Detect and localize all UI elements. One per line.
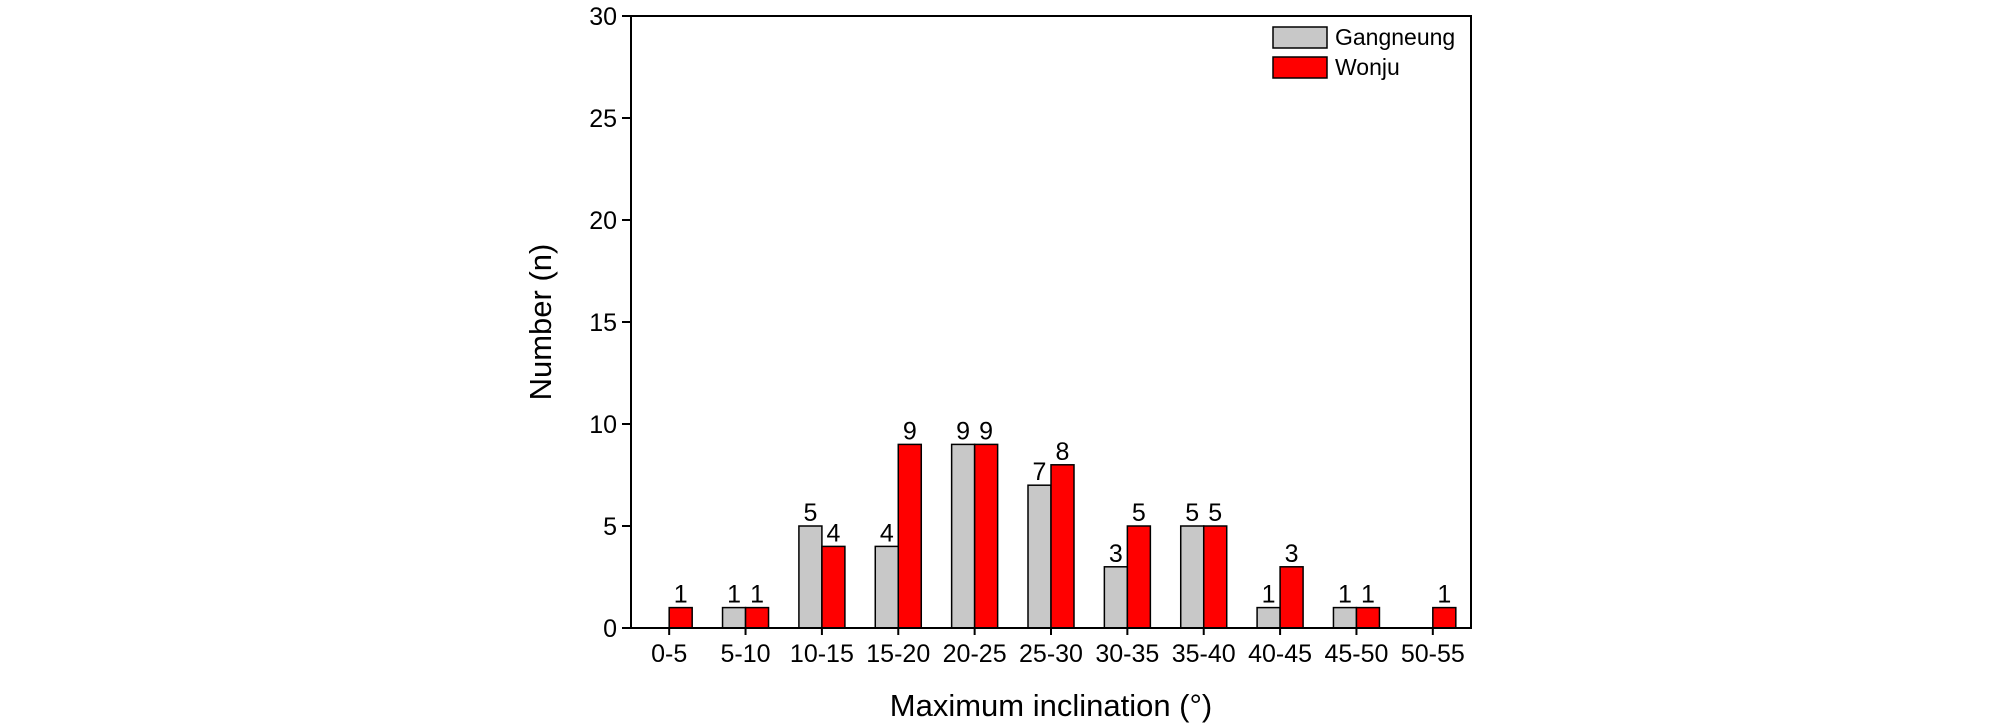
bar-gangneung-30-35	[1103, 566, 1129, 629]
bar-wonju-30-35	[1126, 525, 1152, 629]
data-label-gangneung-20-25: 9	[956, 417, 970, 445]
y-tick-label-25: 25	[589, 105, 617, 133]
data-label-gangneung-25-30: 7	[1033, 458, 1047, 486]
data-label-wonju-5-10: 1	[750, 581, 764, 609]
data-label-wonju-10-15: 4	[826, 519, 840, 547]
bar-wonju-45-50	[1355, 606, 1381, 629]
bar-wonju-50-55	[1432, 606, 1457, 629]
x-tick-label-50-55: 50-55	[1401, 640, 1465, 668]
x-tick-label-25-30: 25-30	[1019, 640, 1083, 668]
x-tick-label-0-5: 0-5	[651, 640, 687, 668]
bar-gangneung-25-30	[1027, 484, 1052, 629]
x-axis-title: Maximum inclination (°)	[890, 688, 1212, 723]
x-tick-label-40-45: 40-45	[1248, 640, 1312, 668]
x-tick-label-45-50: 45-50	[1324, 640, 1388, 668]
bar-gangneung-40-45	[1256, 606, 1281, 629]
bar-gangneung-35-40	[1179, 525, 1205, 629]
x-tick-label-35-40: 35-40	[1172, 640, 1236, 668]
y-tick-label-30: 30	[589, 3, 617, 31]
bar-gangneung-20-25	[950, 443, 976, 629]
x-tick-label-20-25: 20-25	[943, 640, 1007, 668]
data-label-gangneung-10-15: 5	[803, 499, 817, 527]
data-label-gangneung-30-35: 3	[1109, 540, 1123, 568]
y-axis-title: Number (n)	[523, 244, 558, 401]
bar-wonju-15-20	[897, 443, 923, 629]
y-tick-label-5: 5	[603, 513, 617, 541]
x-tick-label-10-15: 10-15	[790, 640, 854, 668]
bars-layer	[668, 443, 1457, 629]
x-tick-label-5-10: 5-10	[721, 640, 771, 668]
ticks-layer: 0-5 5-10 10-15 15-20 20-25 25-30 30-35 35-40 40-…	[589, 3, 1465, 668]
data-label-gangneung-40-45: 1	[1262, 581, 1276, 609]
legend-swatch-gangneung	[1272, 26, 1328, 49]
x-tick-label-30-35: 30-35	[1095, 640, 1159, 668]
y-tick-label-20: 20	[589, 207, 617, 235]
bar-wonju-35-40	[1202, 525, 1228, 629]
legend-swatch-wonju	[1272, 56, 1328, 79]
x-tick-label-15-20: 15-20	[866, 640, 930, 668]
bar-gangneung-15-20	[874, 545, 900, 629]
data-label-wonju-25-30: 8	[1056, 438, 1070, 466]
data-label-gangneung-15-20: 4	[880, 519, 894, 547]
bar-wonju-10-15	[821, 545, 846, 629]
bar-wonju-5-10	[744, 606, 770, 629]
data-label-wonju-30-35: 5	[1132, 499, 1146, 527]
bar-wonju-40-45	[1279, 566, 1304, 629]
legend: Gangneung Wonju	[1272, 24, 1455, 80]
data-label-wonju-50-55: 1	[1437, 581, 1451, 609]
data-label-wonju-40-45: 3	[1285, 540, 1299, 568]
data-label-gangneung-5-10: 1	[727, 581, 741, 609]
bar-gangneung-10-15	[798, 525, 823, 629]
data-label-wonju-15-20: 9	[903, 417, 917, 445]
data-label-wonju-20-25: 9	[979, 417, 993, 445]
bar-wonju-20-25	[973, 443, 999, 629]
bar-wonju-25-30	[1050, 464, 1075, 629]
bar-wonju-0-5	[668, 606, 693, 629]
bar-gangneung-5-10	[721, 606, 747, 629]
data-label-gangneung-45-50: 1	[1338, 581, 1352, 609]
legend-label-gangneung: Gangneung	[1335, 24, 1455, 50]
bar-gangneung-45-50	[1332, 606, 1358, 629]
y-tick-label-15: 15	[589, 309, 617, 337]
legend-label-wonju: Wonju	[1335, 54, 1400, 80]
data-label-wonju-0-5: 1	[674, 581, 688, 609]
data-label-gangneung-35-40: 5	[1185, 499, 1199, 527]
y-tick-label-0: 0	[603, 615, 617, 643]
data-label-wonju-45-50: 1	[1361, 581, 1375, 609]
data-label-wonju-35-40: 5	[1208, 499, 1222, 527]
y-tick-label-10: 10	[589, 411, 617, 439]
